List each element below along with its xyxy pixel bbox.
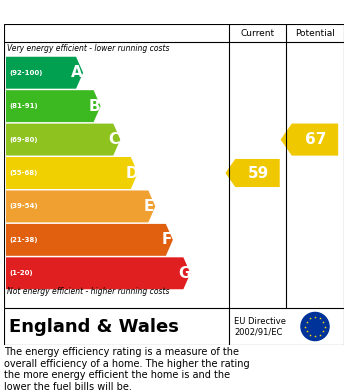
Polygon shape (6, 57, 83, 89)
Text: (92-100): (92-100) (9, 70, 42, 76)
Text: (55-68): (55-68) (9, 170, 37, 176)
Text: EU Directive
2002/91/EC: EU Directive 2002/91/EC (234, 317, 286, 336)
Text: Current: Current (240, 29, 275, 38)
Text: 67: 67 (305, 132, 327, 147)
Polygon shape (226, 159, 280, 187)
Text: (81-91): (81-91) (9, 103, 38, 109)
Text: Energy Efficiency Rating: Energy Efficiency Rating (6, 5, 197, 19)
Polygon shape (280, 124, 338, 156)
Text: (39-54): (39-54) (9, 203, 38, 210)
Text: (1-20): (1-20) (9, 270, 33, 276)
Text: A: A (71, 65, 83, 80)
Circle shape (301, 312, 329, 341)
Text: Not energy efficient - higher running costs: Not energy efficient - higher running co… (7, 287, 169, 296)
Text: B: B (88, 99, 100, 114)
Text: (69-80): (69-80) (9, 136, 38, 143)
Text: England & Wales: England & Wales (9, 317, 179, 335)
Text: F: F (161, 232, 172, 248)
Text: D: D (125, 165, 138, 181)
Polygon shape (6, 190, 155, 222)
Text: The energy efficiency rating is a measure of the
overall efficiency of a home. T: The energy efficiency rating is a measur… (4, 347, 250, 391)
Polygon shape (6, 124, 120, 156)
Text: C: C (109, 132, 120, 147)
Polygon shape (6, 90, 101, 122)
Text: Potential: Potential (295, 29, 335, 38)
Polygon shape (6, 224, 173, 256)
Polygon shape (6, 157, 138, 189)
Text: 59: 59 (248, 165, 269, 181)
Text: E: E (144, 199, 154, 214)
Polygon shape (6, 257, 190, 289)
Text: G: G (178, 266, 190, 281)
Text: (21-38): (21-38) (9, 237, 38, 243)
Text: Very energy efficient - lower running costs: Very energy efficient - lower running co… (7, 44, 169, 53)
